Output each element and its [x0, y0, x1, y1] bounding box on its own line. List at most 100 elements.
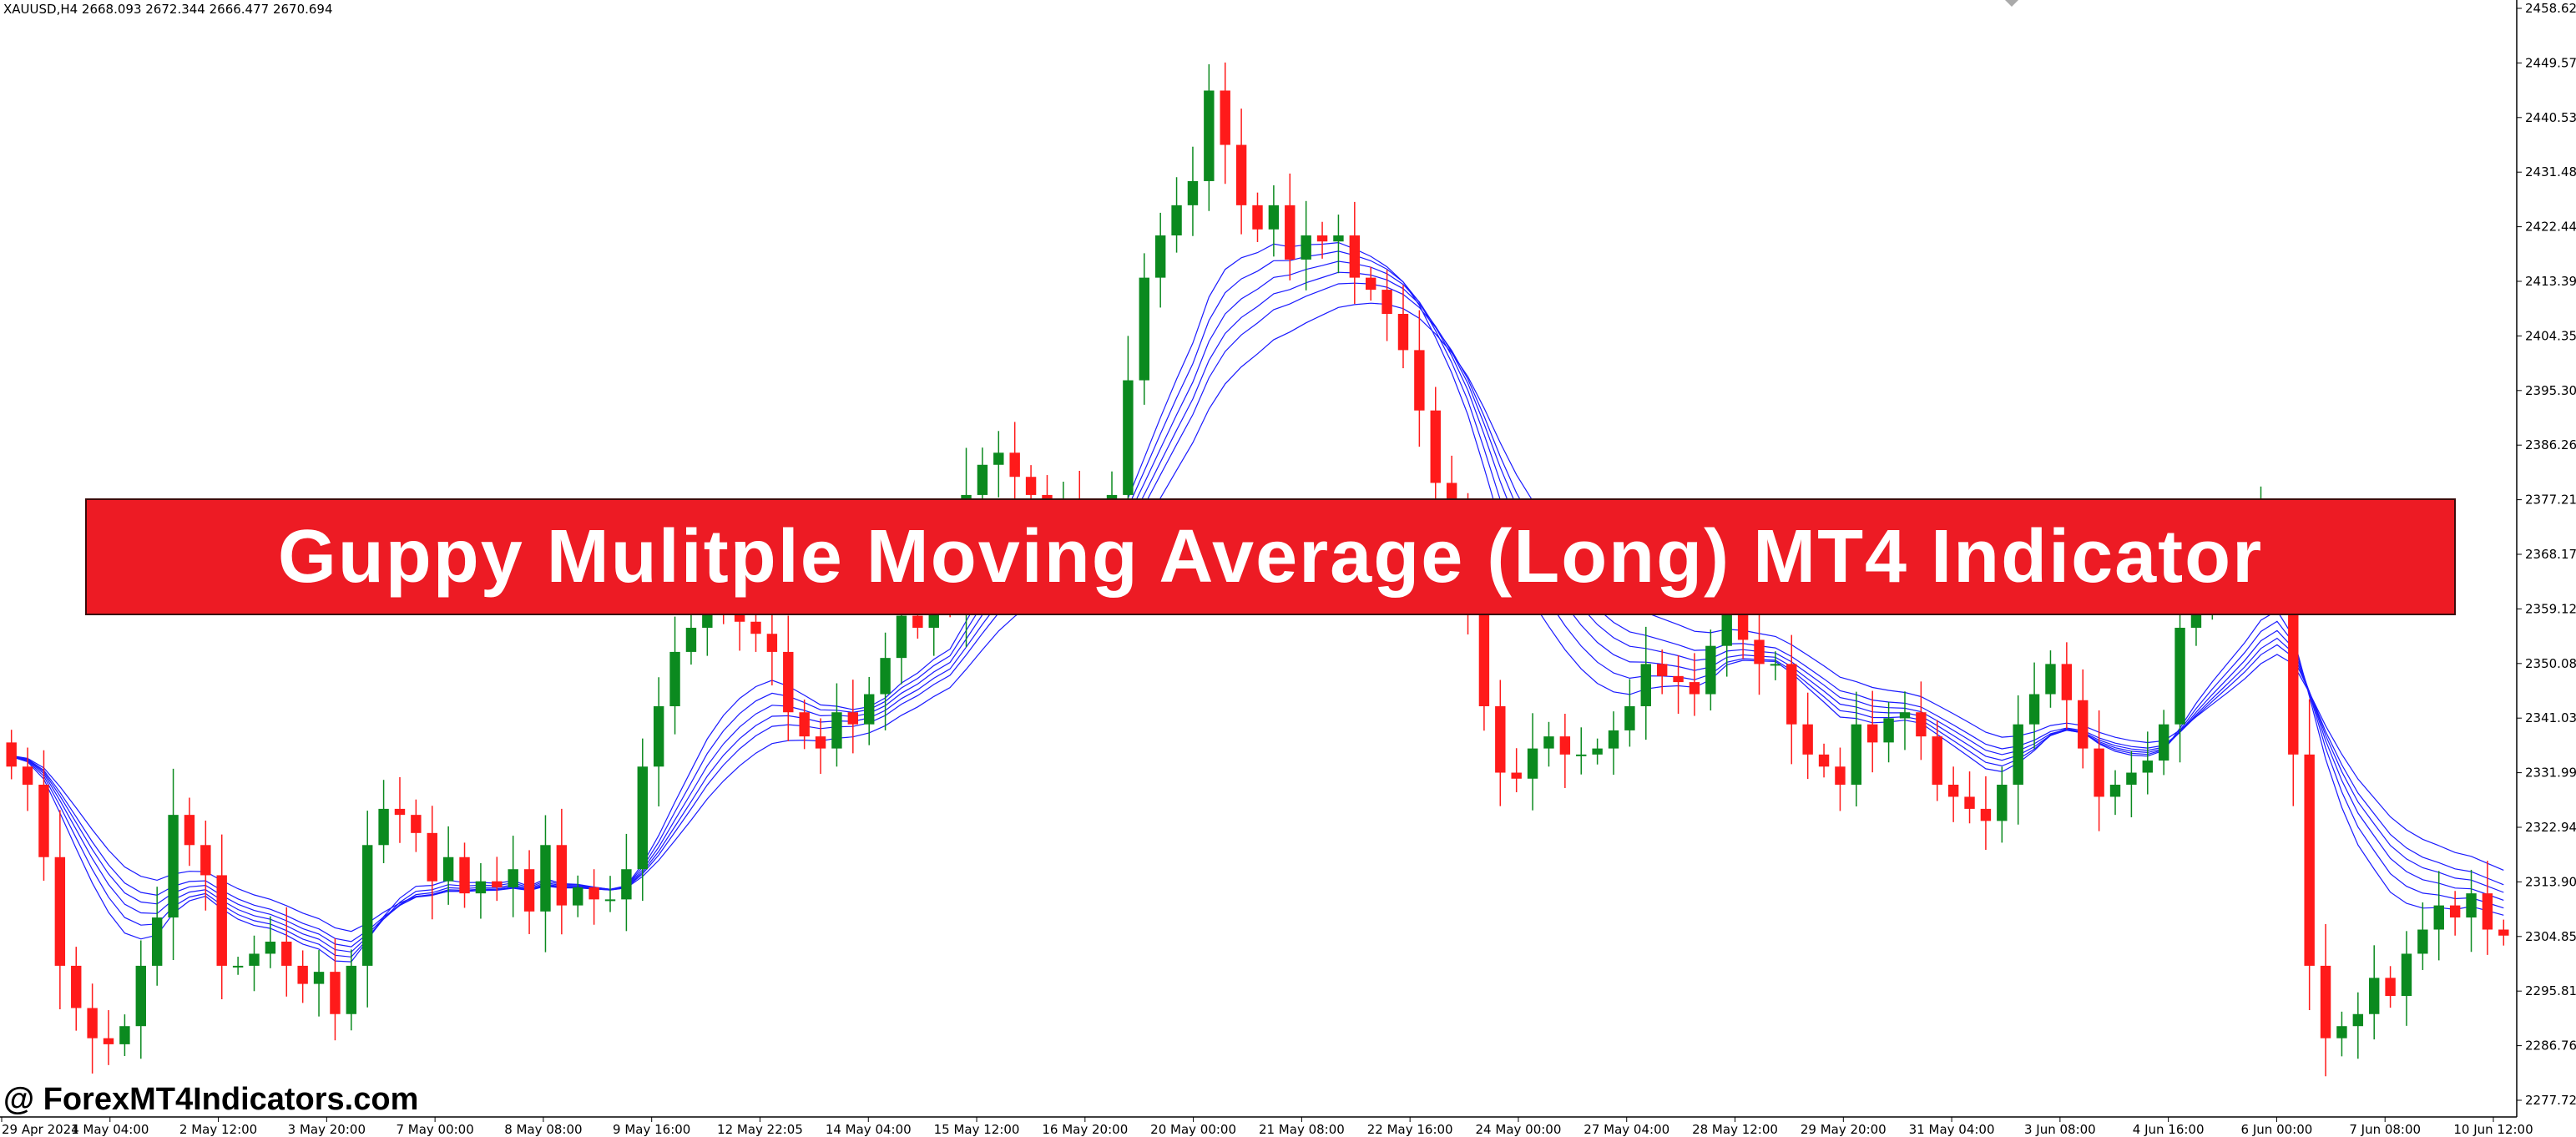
candle-body [2158, 724, 2169, 761]
candle-body [1883, 718, 1894, 743]
candle-body [864, 694, 875, 725]
candle-body [2449, 905, 2461, 918]
banner-title: Guppy Mulitple Moving Average (Long) MT4… [277, 514, 2264, 599]
candle-body [2126, 772, 2137, 785]
candle-body [54, 857, 66, 966]
candle-body [1009, 452, 1020, 478]
candle-body [442, 857, 454, 882]
candle-body [653, 705, 664, 767]
price-tick-label: 2449.575 [2525, 55, 2576, 70]
candle-body [492, 881, 503, 887]
price-tick-label: 2386.260 [2525, 437, 2576, 452]
candle-body [2109, 784, 2121, 797]
candle-body [1592, 748, 1603, 755]
time-tick-label: 31 May 04:00 [1909, 1122, 1995, 1137]
candle-body [1997, 784, 2008, 821]
candle-body [2466, 893, 2477, 918]
candle-body [151, 917, 163, 966]
candle-body [1689, 682, 1700, 695]
symbol-info: XAUUSD,H4 2668.093 2672.344 2666.477 267… [3, 2, 333, 17]
candle-body [2304, 754, 2315, 966]
candle-body [330, 972, 341, 1014]
candle-body [2498, 929, 2509, 936]
candle-body [1802, 724, 1813, 755]
candle-body [880, 658, 891, 695]
candle-body [249, 953, 260, 966]
candle-body [38, 784, 49, 857]
candle-body [1576, 754, 1587, 756]
candle-body [1818, 754, 1830, 767]
candle-body [1867, 724, 1878, 743]
candle-body [168, 815, 179, 918]
time-tick-label: 7 Jun 08:00 [2349, 1122, 2421, 1137]
price-tick-label: 2458.620 [2525, 1, 2576, 16]
candle-body [281, 941, 292, 966]
guppy-ema-line [11, 282, 2504, 942]
candle-body [1187, 180, 1199, 205]
candle-body [1301, 235, 1311, 260]
candle-body [1673, 675, 1684, 683]
time-tick-label: 21 May 08:00 [1259, 1122, 1345, 1137]
candle-body [1786, 664, 1797, 725]
guppy-ma-lines [11, 241, 2504, 963]
candle-body [2045, 664, 2056, 695]
time-tick-label: 20 May 00:00 [1150, 1122, 1236, 1137]
candle-body [232, 965, 244, 968]
time-tick-label: 14 May 04:00 [826, 1122, 912, 1137]
candle-body [847, 712, 859, 725]
candle-body [523, 869, 535, 912]
time-tick-label: 29 Apr 2024 [2, 1122, 79, 1137]
price-tick-label: 2359.125 [2525, 601, 2576, 616]
candle-body [896, 615, 907, 659]
candle-body [1123, 380, 1134, 495]
candle-body [2078, 700, 2089, 749]
candle-body [1397, 314, 1409, 351]
candle-body [2094, 748, 2104, 797]
candle-body [573, 887, 583, 906]
guppy-ema-line [11, 260, 2504, 953]
price-tick-label: 2440.530 [2525, 110, 2576, 125]
candle-body [1640, 664, 1651, 706]
time-tick-label: 9 May 16:00 [613, 1122, 690, 1137]
candle-body [1608, 730, 1619, 749]
candle-body [1916, 712, 1927, 737]
candle-body [2433, 905, 2444, 930]
candle-body [346, 965, 357, 1014]
candle-body [184, 815, 195, 846]
time-tick-label: 3 Jun 08:00 [2024, 1122, 2096, 1137]
price-tick-label: 2350.080 [2525, 656, 2576, 671]
candle-body [831, 712, 842, 749]
candle-body [815, 736, 826, 749]
candle-body [1204, 90, 1215, 181]
price-tick-label: 2404.350 [2525, 328, 2576, 343]
candle-body [135, 965, 146, 1027]
candle-body [2320, 965, 2331, 1038]
candle-body [1381, 290, 1392, 315]
candle-body [411, 815, 422, 833]
candle-body [2482, 893, 2493, 930]
candle-body [1220, 90, 1230, 145]
candle-body [1366, 277, 1376, 291]
title-banner: Guppy Mulitple Moving Average (Long) MT4… [85, 498, 2456, 615]
price-tick-label: 2277.720 [2525, 1093, 2576, 1108]
candle-body [993, 452, 1004, 465]
time-tick-label: 27 May 04:00 [1583, 1122, 1669, 1137]
scroll-marker-icon [2005, 0, 2018, 7]
candle-body [394, 808, 406, 816]
time-tick-label: 8 May 08:00 [504, 1122, 582, 1137]
candle-body [1559, 736, 1571, 755]
candle-body [2369, 978, 2380, 1014]
time-tick-label: 28 May 12:00 [1692, 1122, 1778, 1137]
candle-body [2401, 953, 2412, 997]
candle-body [1139, 277, 1149, 381]
candle-body [119, 1026, 130, 1044]
candle-body [2142, 761, 2153, 773]
candle-body [297, 965, 308, 984]
candle-body [265, 941, 276, 954]
candle-body [1899, 712, 1911, 719]
candle-body [2385, 978, 2396, 997]
candle-body [1414, 350, 1425, 411]
candle-body [1705, 645, 1716, 695]
time-tick-label: 3 May 20:00 [288, 1122, 366, 1137]
candle-body [604, 899, 616, 902]
